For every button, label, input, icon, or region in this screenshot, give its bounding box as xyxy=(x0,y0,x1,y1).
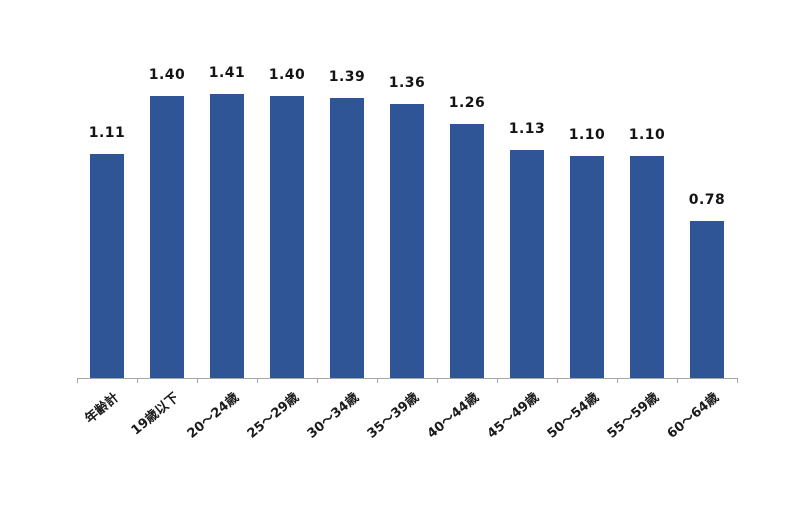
axis-tick xyxy=(677,379,678,383)
bar-45〜49歳 xyxy=(510,150,544,378)
bar-value-label: 0.78 xyxy=(688,192,726,208)
axis-tick xyxy=(557,379,558,383)
x-axis-line xyxy=(77,378,738,379)
axis-tick xyxy=(197,379,198,383)
bar-value-label: 1.10 xyxy=(568,127,606,143)
axis-tick xyxy=(317,379,318,383)
axis-tick xyxy=(137,379,138,383)
bar-value-label: 1.10 xyxy=(628,127,666,143)
bar-25〜29歳 xyxy=(270,96,304,378)
bar-value-label: 1.36 xyxy=(388,75,426,91)
axis-tick xyxy=(497,379,498,383)
bar-40〜44歳 xyxy=(450,124,484,378)
bar-20〜24歳 xyxy=(210,94,244,378)
bar-55〜59歳 xyxy=(630,156,664,378)
bar-60〜64歳 xyxy=(690,221,724,378)
axis-tick xyxy=(377,379,378,383)
bar-value-label: 1.13 xyxy=(508,121,546,137)
bar-19歳以下 xyxy=(150,96,184,378)
bar-年齢計 xyxy=(90,154,124,378)
axis-tick xyxy=(257,379,258,383)
bar-value-label: 1.26 xyxy=(448,95,486,111)
axis-tick xyxy=(737,379,738,383)
bar-50〜54歳 xyxy=(570,156,604,378)
axis-tick xyxy=(77,379,78,383)
bar-30〜34歳 xyxy=(330,98,364,378)
bar-35〜39歳 xyxy=(390,104,424,378)
bar-value-label: 1.39 xyxy=(328,69,366,85)
axis-tick xyxy=(617,379,618,383)
bar-value-label: 1.41 xyxy=(208,65,246,81)
bar-value-label: 1.11 xyxy=(88,125,126,141)
axis-tick xyxy=(437,379,438,383)
bar-value-label: 1.40 xyxy=(148,67,186,83)
bar-value-label: 1.40 xyxy=(268,67,306,83)
